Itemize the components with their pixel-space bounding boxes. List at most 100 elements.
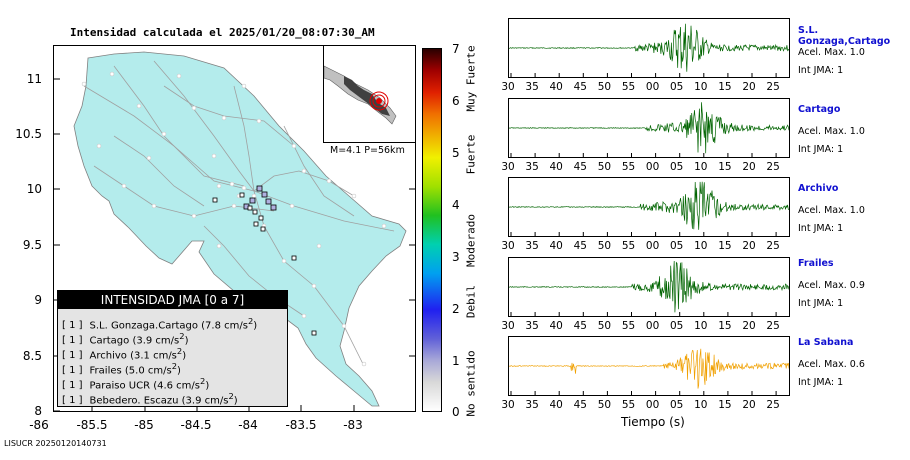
time-tick-label: 55	[621, 399, 636, 411]
time-tick-label: 45	[573, 320, 587, 332]
time-tick-label: 35	[525, 81, 539, 93]
legend-title: INTENSIDAD JMA [0 a 7]	[58, 291, 287, 309]
x-tick-label: -84.5	[180, 418, 212, 432]
waveform-line	[509, 102, 789, 154]
station-acel: Acel. Max. 0.9	[798, 280, 865, 291]
legend-row: [ 1 ] Paraiso UCR (4.6 cm/s2)	[62, 376, 210, 392]
time-tick-label: 15	[718, 399, 732, 411]
waveform-trace	[509, 348, 789, 395]
legend-row: [ 1 ] Archivo (3.1 cm/s2)	[62, 346, 187, 362]
y-tick-label: 9.5	[22, 238, 42, 252]
station-name: Frailes	[798, 258, 834, 269]
x-tick-label: -85	[134, 418, 154, 432]
waveform-trace	[509, 102, 789, 157]
colorbar-tick: 4	[452, 198, 460, 212]
y-tick-label: 8.5	[22, 349, 42, 363]
time-tick-label: 00	[645, 81, 660, 93]
x-tick-label: -86	[29, 418, 49, 432]
time-tick-label: 35	[525, 240, 539, 252]
time-tick-label: 45	[573, 240, 587, 252]
station-int: Int JMA: 1	[798, 144, 844, 155]
station-name: La Sabana	[798, 337, 854, 348]
time-tick-label: 30	[501, 320, 515, 332]
legend-row: [ 1 ] Bebedero. Escazu (3.9 cm/s2)	[62, 391, 238, 407]
colorbar-tick: 1	[452, 354, 460, 368]
map-title: Intensidad calculada el 2025/01/20_08:07…	[70, 26, 375, 39]
time-tick-label: 10	[694, 320, 708, 332]
intensity-colorbar	[422, 48, 442, 412]
time-tick-label: 30	[501, 399, 515, 411]
x-tick-label: -85.5	[76, 418, 108, 432]
time-tick-label: 25	[766, 240, 780, 252]
waveform-line	[509, 348, 789, 389]
time-tick-label: 20	[742, 240, 756, 252]
time-tick-label: 45	[573, 399, 587, 411]
time-tick-label: 05	[670, 161, 684, 173]
time-tick-label: 35	[525, 399, 539, 411]
time-tick-label: 00	[645, 240, 660, 252]
time-tick-label: 10	[694, 240, 708, 252]
colorbar-tick: 0	[452, 405, 460, 419]
time-axis-title: Tiempo (s)	[621, 415, 685, 429]
waveform-trace	[509, 260, 789, 316]
colorbar-tick: 3	[452, 250, 460, 264]
waveform-panel[interactable]	[508, 336, 790, 396]
waveform-trace	[509, 23, 789, 77]
x-tick-label: -83.5	[285, 418, 317, 432]
time-tick-label: 25	[766, 161, 780, 173]
waveform-line	[509, 23, 789, 72]
station-int: Int JMA: 1	[798, 377, 844, 388]
time-tick-label: 45	[573, 81, 587, 93]
time-tick-label: 00	[645, 320, 660, 332]
waveform-trace	[509, 181, 789, 236]
legend-row: [ 1 ] Cartago (3.9 cm/s2)	[62, 331, 189, 347]
time-tick-label: 55	[621, 240, 636, 252]
waveform-panel[interactable]	[508, 177, 790, 237]
waveform-panel[interactable]	[508, 98, 790, 158]
time-tick-label: 30	[501, 240, 515, 252]
station-name: S.L. Gonzaga,Cartago	[798, 25, 891, 47]
time-tick-label: 15	[718, 320, 732, 332]
colorbar-tick: 6	[452, 94, 460, 108]
time-tick-label: 05	[670, 240, 684, 252]
time-tick-label: 55	[621, 161, 636, 173]
colorbar-tick: 7	[452, 42, 460, 56]
y-tick-label: 8	[34, 404, 42, 418]
waveform-panel[interactable]	[508, 18, 790, 78]
time-tick-label: 25	[766, 399, 780, 411]
time-tick-label: 05	[670, 399, 684, 411]
time-tick-label: 45	[573, 161, 587, 173]
time-tick-label: 35	[525, 320, 539, 332]
time-tick-label: 05	[670, 81, 684, 93]
station-acel: Acel. Max. 1.0	[798, 126, 865, 137]
time-tick-label: 40	[549, 81, 563, 93]
x-tick-label: -83	[343, 418, 363, 432]
time-tick-label: 15	[718, 161, 732, 173]
time-tick-label: 25	[766, 81, 780, 93]
time-tick-label: 50	[597, 399, 612, 411]
time-tick-label: 35	[525, 161, 539, 173]
waveform-panel[interactable]	[508, 257, 790, 317]
time-tick-label: 40	[549, 161, 563, 173]
time-tick-label: 20	[742, 81, 756, 93]
time-tick-label: 30	[501, 161, 515, 173]
time-tick-label: 10	[694, 81, 708, 93]
station-int: Int JMA: 1	[798, 65, 844, 76]
station-int: Int JMA: 1	[798, 298, 844, 309]
time-tick-label: 30	[501, 81, 515, 93]
time-tick-label: 20	[742, 399, 756, 411]
time-tick-label: 05	[670, 320, 684, 332]
time-tick-label: 40	[549, 320, 563, 332]
event-magnitude-depth: M=4.1 P=56km	[330, 145, 405, 156]
time-tick-label: 25	[766, 320, 780, 332]
colorbar-category: Fuerte	[464, 134, 478, 175]
y-tick-label: 10	[26, 182, 42, 196]
legend-row: [ 1 ] S.L. Gonzaga.Cartago (7.8 cm/s2)	[62, 316, 258, 332]
time-tick-label: 20	[742, 320, 756, 332]
time-tick-label: 55	[621, 320, 636, 332]
colorbar-tick: 5	[452, 146, 460, 160]
time-tick-label: 10	[694, 399, 708, 411]
station-name: Cartago	[798, 104, 841, 115]
time-tick-label: 50	[597, 320, 612, 332]
y-tick-label: 10.5	[15, 127, 42, 141]
